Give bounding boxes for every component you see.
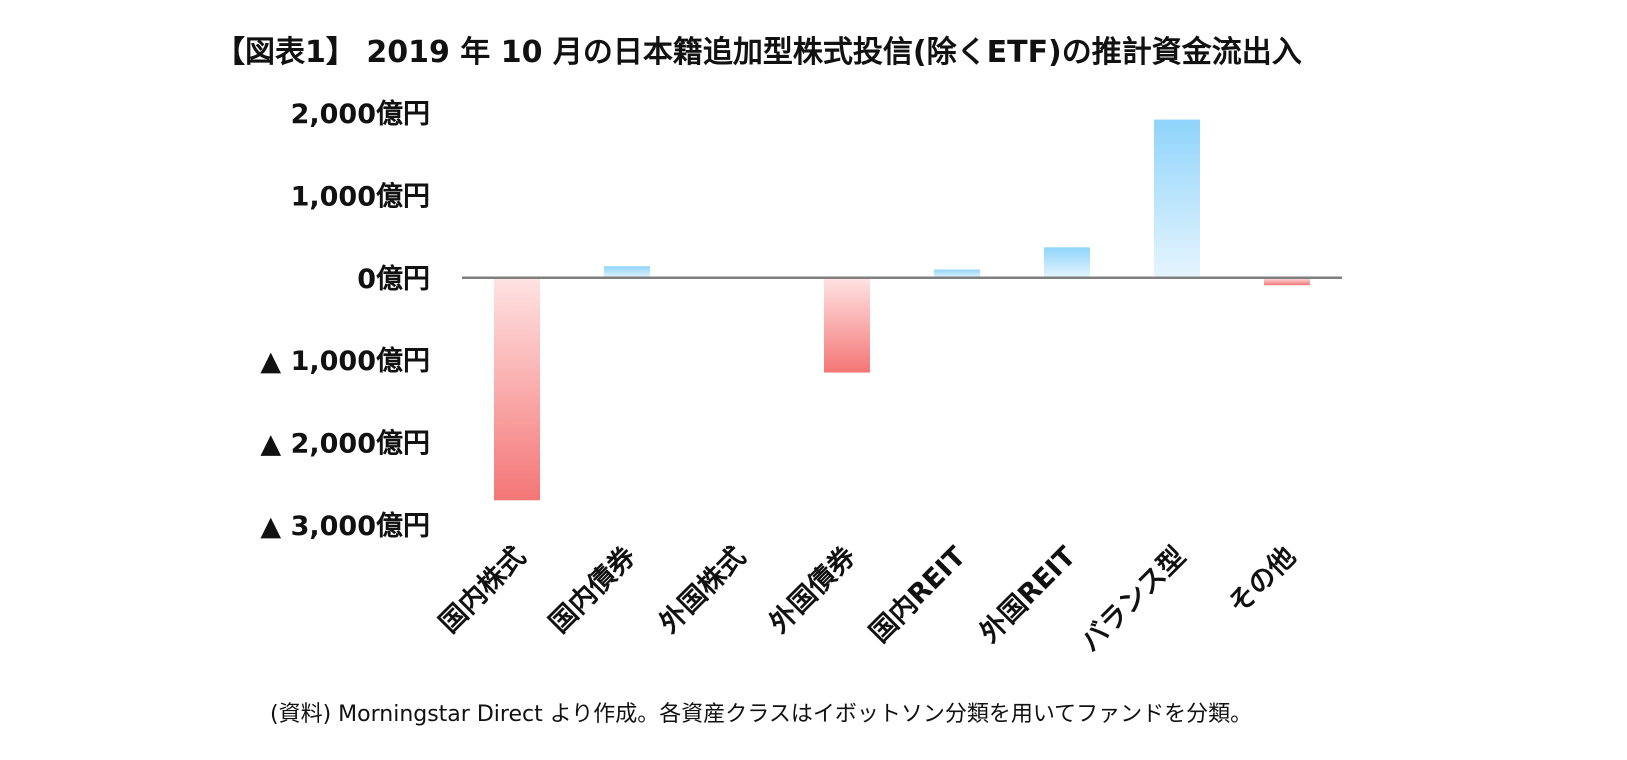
bar-6 — [1154, 119, 1200, 278]
bar-chart: 2,000億円 1,000億円 0億円 ▲ 1,000億円 ▲ 2,000億円 ▲ 3,0… — [260, 99, 1342, 658]
y-tick-label: ▲ 3,000億円 — [260, 511, 430, 542]
x-tick-label: 外国株式 — [654, 541, 752, 639]
x-tick-label: バランス型 — [1075, 541, 1192, 658]
bar-1 — [604, 266, 650, 278]
bar-4 — [934, 269, 980, 278]
x-tick-label: 外国債券 — [763, 540, 863, 640]
chart-title: 【図表1】 2019 年 10 月の日本籍追加型株式投信(除くETF)の推計資金… — [215, 35, 1302, 70]
x-tick-label: 国内REIT — [864, 541, 972, 649]
x-tick-label: 外国REIT — [974, 541, 1082, 649]
x-tick-label: その他 — [1223, 541, 1302, 620]
y-tick-label: 1,000億円 — [291, 181, 430, 212]
source-note: (資料) Morningstar Direct より作成。各資産クラスはイボット… — [270, 702, 1253, 727]
y-tick-label: ▲ 2,000億円 — [260, 429, 430, 460]
bar-5 — [1044, 247, 1090, 278]
y-axis-tick-labels: 2,000億円 1,000億円 0億円 ▲ 1,000億円 ▲ 2,000億円 ▲ 3,0… — [260, 99, 430, 542]
y-tick-label: ▲ 1,000億円 — [260, 346, 430, 377]
bar-3 — [824, 277, 870, 373]
bar-7 — [1264, 277, 1310, 286]
bar-0 — [494, 277, 540, 501]
y-tick-label: 2,000億円 — [291, 99, 430, 130]
y-tick-label: 0億円 — [357, 264, 430, 295]
x-tick-label: 国内株式 — [434, 541, 532, 639]
x-tick-label: 国内債券 — [543, 540, 643, 640]
bars-group — [494, 119, 1310, 501]
